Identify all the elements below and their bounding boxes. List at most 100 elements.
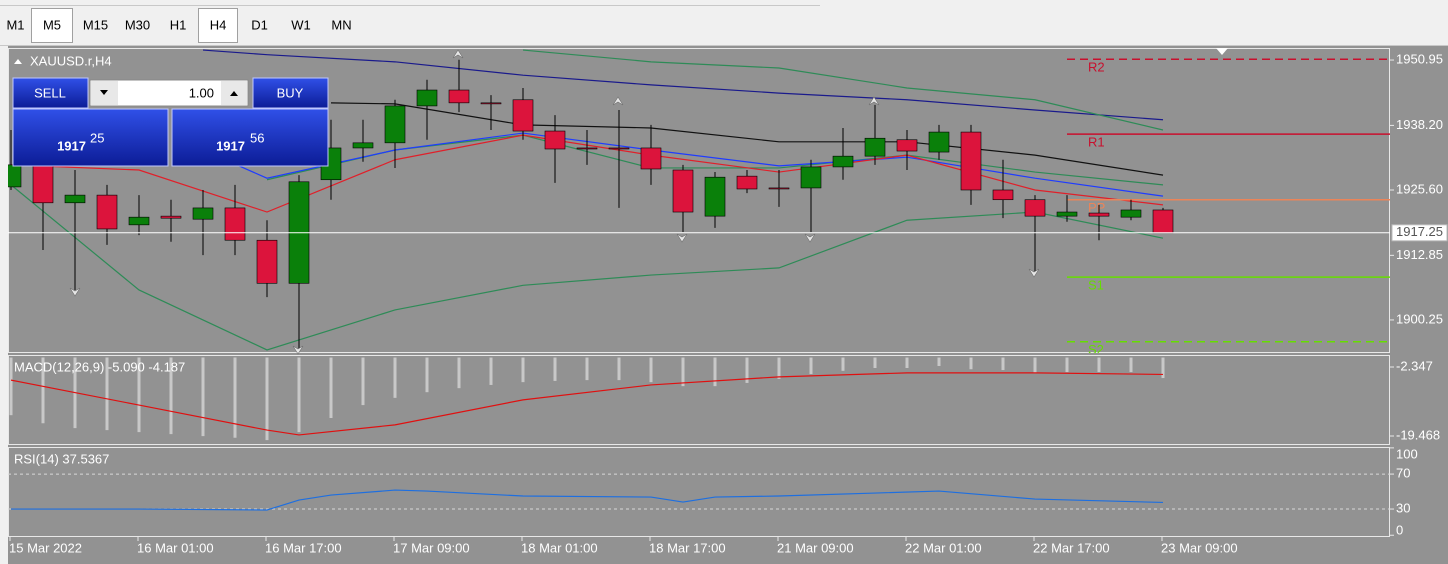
x-tick-label: 21 Mar 09:00 [777, 540, 854, 555]
candle-body [1056, 211, 1078, 217]
fractal-down [292, 345, 304, 355]
fractal-up [612, 96, 624, 106]
pivot-label: R1 [1088, 135, 1105, 150]
candle-body [640, 147, 662, 170]
panel-border [8, 447, 1390, 537]
ask-box[interactable] [171, 108, 329, 167]
timeframe-button[interactable] [0, 8, 31, 43]
candle-body [416, 89, 438, 107]
timeframe-button[interactable] [75, 8, 116, 43]
timeframe-button[interactable] [198, 8, 238, 43]
x-tick-label: 18 Mar 17:00 [649, 540, 726, 555]
panel-border [8, 355, 1390, 445]
y-tick-label: 1925.60 [1396, 181, 1443, 196]
pivot-label: S2 [1088, 342, 1104, 357]
timeframe-label: M5 [43, 17, 61, 32]
candle-body [480, 102, 502, 105]
sell-button[interactable] [12, 77, 89, 109]
candle-body [704, 176, 726, 217]
fractal-down [1028, 268, 1040, 278]
candle-body [1152, 209, 1174, 234]
candle-body [96, 194, 118, 230]
indicator-line [10, 372, 1164, 436]
y-tick-label: 1950.95 [1396, 51, 1443, 66]
candle-body [352, 142, 374, 149]
timeframe-label: M15 [83, 17, 108, 32]
y-tick-label: 1900.25 [1396, 311, 1443, 326]
candle-body [992, 189, 1014, 201]
bid-box[interactable] [12, 108, 169, 167]
timeframe-label: H1 [170, 17, 187, 32]
candle-body [896, 139, 918, 152]
candle-body [864, 137, 886, 157]
candle-body [64, 194, 86, 204]
fractal-up [868, 96, 880, 106]
timeframe-button[interactable] [160, 8, 196, 43]
indicator-title: MACD(12,26,9) -5.090 -4.187 [14, 359, 185, 374]
timeframe-label: D1 [251, 17, 268, 32]
symbol-arrow [14, 59, 22, 64]
y-tick-label: 1912.85 [1396, 247, 1443, 262]
candle-body [448, 89, 470, 104]
candle-body [256, 239, 278, 284]
buy-button[interactable] [252, 77, 329, 109]
candle-body [128, 216, 150, 226]
y-tick-label: 70 [1396, 466, 1410, 481]
timeframe-button[interactable] [240, 8, 279, 43]
indicator-line [202, 49, 1164, 121]
candle-body [1088, 212, 1110, 217]
indicator-line [11, 489, 1164, 511]
candle-body [224, 207, 246, 241]
down-arrow [100, 90, 108, 95]
fractals [69, 49, 1040, 355]
y-tick-label: 100 [1396, 446, 1418, 461]
x-tick-label: 18 Mar 01:00 [521, 540, 598, 555]
candle-body [8, 164, 22, 188]
x-tick-label: 23 Mar 09:00 [1161, 540, 1238, 555]
bid-pips: 25 [90, 130, 104, 145]
chart-shift-marker [1216, 48, 1228, 55]
y-tick-label: 30 [1396, 500, 1410, 515]
sell-label: SELL [34, 85, 66, 100]
y-tick-label: 1938.20 [1396, 117, 1443, 132]
rsi-panel [8, 473, 1390, 511]
candle-body [192, 207, 214, 220]
y-tick-label: -2.347 [1396, 358, 1433, 373]
indicator-line [522, 49, 1164, 131]
x-tick-label: 22 Mar 01:00 [905, 540, 982, 555]
current-price-label: 1917.25 [1396, 224, 1443, 239]
price-panel: R2 R1 PP S1 S2 [8, 49, 1390, 357]
candle-body [384, 105, 406, 144]
y-tick-label: 0 [1396, 522, 1403, 537]
x-tick-label: 22 Mar 17:00 [1033, 540, 1110, 555]
timeframe-button[interactable] [31, 8, 73, 43]
up-arrow [230, 91, 238, 96]
x-tick-label: 16 Mar 01:00 [137, 540, 214, 555]
candle-body [512, 99, 534, 132]
ask-big: 1917 [216, 138, 245, 153]
fractal-up [452, 49, 464, 59]
candle-body [608, 147, 630, 150]
candle-body [32, 164, 54, 204]
x-tick-label: 15 Mar 2022 [9, 540, 82, 555]
one-click-trading: SELL 1.00 BUY 1917 25 1917 56 [12, 77, 329, 167]
timeframe-button[interactable] [281, 8, 321, 43]
fractal-down [804, 233, 816, 243]
candle-body [1120, 209, 1142, 218]
candle-body [832, 155, 854, 168]
timeframe-label: H4 [210, 17, 227, 32]
candle-body [928, 131, 950, 153]
candle-body [736, 175, 758, 190]
candle-body [768, 187, 790, 190]
y-tick-label: -19.468 [1396, 427, 1440, 442]
pivot-label: R2 [1088, 60, 1105, 75]
candle-body [160, 215, 182, 219]
candle-body [960, 131, 982, 191]
timeframe-button[interactable] [322, 8, 361, 43]
timeframe-button[interactable] [117, 8, 158, 43]
candle-body [672, 169, 694, 213]
pivot-label: S1 [1088, 278, 1104, 293]
buy-label: BUY [277, 85, 304, 100]
timeframe-label: W1 [291, 17, 311, 32]
